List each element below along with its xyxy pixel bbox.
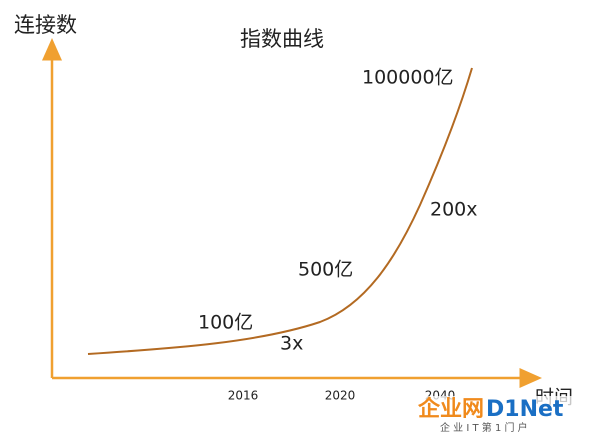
exponential-curve [87,67,473,355]
y-axis-label: 连接数 [14,13,77,37]
watermark-brand: 企业网 [417,396,484,422]
chart-title: 指数曲线 [240,27,324,51]
annotation: 200x [430,199,478,221]
watermark-brand: D1Net [486,397,564,422]
watermark-slogan: 企 业 I T 第 1 门 户 [440,421,528,433]
annotation: 100000亿 [362,67,454,89]
x-tick-label: 2020 [325,389,356,403]
annotation: 500亿 [298,259,353,281]
x-tick-label: 2016 [228,389,259,403]
watermark-bg [405,396,600,433]
annotation: 3x [280,333,303,355]
annotation: 100亿 [198,312,253,334]
